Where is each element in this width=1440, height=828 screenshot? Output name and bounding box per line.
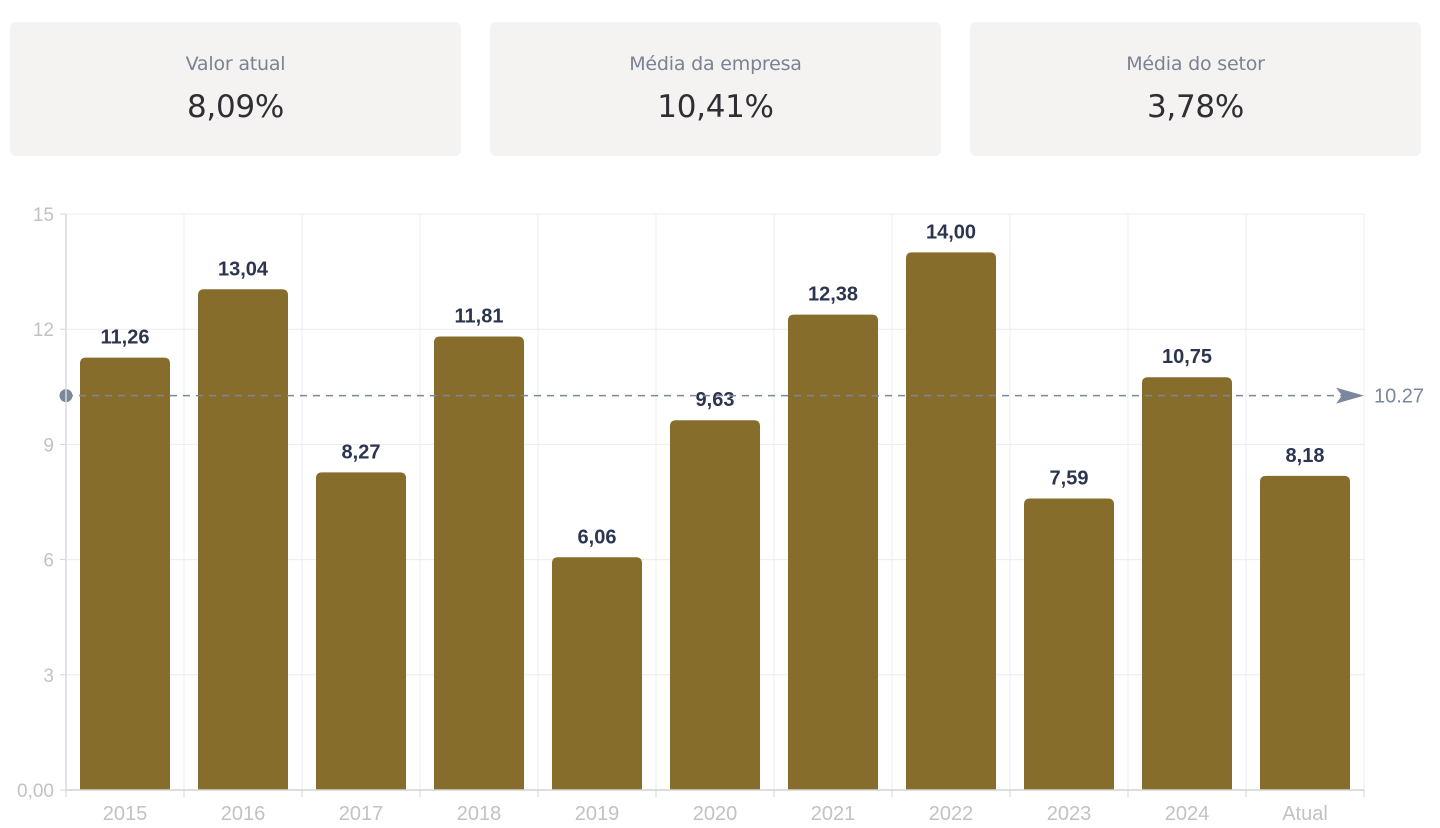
chart-axes: 0,00 3 6 9 12 15 2015 2016 2017 2018 2019 2020 2021 2… [17,205,1365,825]
y-tick-label: 3 [43,666,54,687]
bar-2022[interactable] [906,252,996,790]
x-tick-label: 2024 [1165,803,1210,825]
bar-2021[interactable] [788,314,878,790]
bar-value-label: 11,26 [101,327,150,349]
reference-line-label: 10.27 [1374,386,1424,408]
bar-value-label: 8,27 [342,441,381,463]
bar-2017[interactable] [316,472,406,790]
y-tick-label: 9 [43,435,54,456]
card-media-setor: Média do setor 3,78% [970,22,1421,156]
card-value: 3,78% [1147,89,1244,125]
arrow-right-icon [1336,387,1364,404]
bar-value-label: 8,18 [1286,445,1325,467]
bar-value-label: 11,81 [455,305,504,327]
bar-Atual[interactable] [1260,475,1350,790]
x-tick-label: 2023 [1047,803,1092,825]
bar-value-label: 6,06 [578,526,617,548]
y-tick-label: 12 [33,320,54,341]
x-tick-label: 2016 [221,803,266,825]
bar-2018[interactable] [434,336,524,790]
chart-bars: 11,26 13,04 8,27 11,81 6,06 9,63 12,38 14,00 7,5… [80,221,1350,790]
bar-value-label: 9,63 [696,389,735,411]
bar-2023[interactable] [1024,498,1114,790]
card-label: Média da empresa [629,53,802,75]
x-tick-label: 2022 [929,803,974,825]
x-tick-label: 2015 [103,803,148,825]
reference-line: 10.27 [59,386,1424,408]
x-tick-label: 2017 [339,803,384,825]
x-tick-label: 2018 [457,803,502,825]
x-tick-label: Atual [1282,803,1328,825]
y-tick-label: 15 [33,205,54,226]
bar-2019[interactable] [552,557,642,790]
card-media-empresa: Média da empresa 10,41% [490,22,941,156]
bar-value-label: 10,75 [1162,346,1212,368]
bar-chart: 11,26 13,04 8,27 11,81 6,06 9,63 12,38 14,00 7,5… [17,205,1424,825]
card-value: 8,09% [187,89,284,125]
bar-2024[interactable] [1142,377,1232,790]
bar-2016[interactable] [198,289,288,790]
x-tick-label: 2021 [811,803,856,825]
x-tick-label: 2019 [575,803,620,825]
card-label: Média do setor [1126,53,1265,75]
card-valor-atual: Valor atual 8,09% [10,22,461,156]
y-tick-label: 0,00 [17,781,54,802]
bar-2020[interactable] [670,420,760,790]
bar-value-label: 12,38 [808,284,858,306]
bar-2015[interactable] [80,357,170,790]
card-label: Valor atual [185,53,286,75]
bar-value-label: 14,00 [926,221,976,243]
y-tick-label: 6 [43,551,54,572]
card-value: 10,41% [657,89,774,125]
bar-value-label: 13,04 [218,258,269,280]
bar-value-label: 7,59 [1050,468,1089,490]
x-tick-label: 2020 [693,803,738,825]
